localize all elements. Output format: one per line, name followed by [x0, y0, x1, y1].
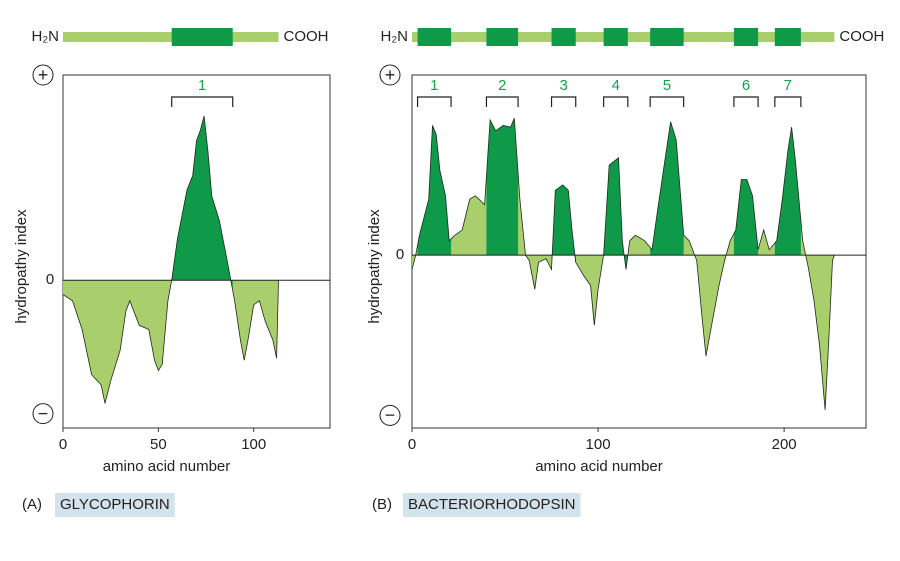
- y-axis-label: hydropathy index: [13, 209, 30, 324]
- protein-name: BACTERIORHODOPSIN: [408, 496, 576, 513]
- n-terminus: H₂N: [381, 28, 409, 45]
- segment-bracket: [550, 96, 577, 107]
- x-tick-label: 50: [150, 436, 167, 453]
- x-axis-label: amino acid number: [535, 458, 663, 475]
- x-tick-label: 200: [772, 436, 797, 453]
- x-tick-label: 100: [241, 436, 266, 453]
- protein-name: GLYCOPHORIN: [60, 496, 170, 513]
- x-axis-label: amino acid number: [103, 458, 231, 475]
- n-terminus: H₂N: [32, 28, 60, 45]
- y-tick-label: −: [385, 405, 396, 425]
- sign-circle: [379, 64, 401, 86]
- transmembrane-block: [551, 28, 576, 46]
- sign-circle: [32, 64, 54, 86]
- transmembrane-block: [486, 28, 519, 46]
- segment-label: 6: [742, 77, 750, 94]
- segment-label: 5: [663, 77, 671, 94]
- segment-bracket: [649, 96, 685, 107]
- panel-label: (B): [372, 496, 392, 513]
- segment-bracket: [774, 96, 802, 107]
- hydrophilic-area: [412, 118, 835, 410]
- c-terminus: COOH: [284, 28, 329, 45]
- transmembrane-block: [650, 28, 684, 46]
- transmembrane-block: [774, 28, 801, 46]
- transmembrane-block: [417, 28, 452, 46]
- hydrophilic-area: [63, 116, 279, 404]
- segment-label: 3: [559, 77, 567, 94]
- hydrophobic-area: [171, 116, 233, 291]
- protein-chain: [63, 32, 279, 42]
- segment-bracket: [485, 96, 519, 107]
- segment-label: 7: [784, 77, 792, 94]
- y-tick-label: −: [38, 403, 49, 423]
- x-tick-label: 0: [408, 436, 416, 453]
- x-tick-label: 0: [59, 436, 67, 453]
- y-axis-label: hydropathy index: [366, 209, 383, 324]
- sign-circle: [379, 404, 401, 426]
- x-tick-label: 100: [586, 436, 611, 453]
- segment-label: 4: [612, 77, 620, 94]
- segment-label: 1: [198, 77, 206, 94]
- profile-line: [62, 115, 279, 404]
- hydrophobic-area: [417, 118, 801, 410]
- transmembrane-block: [603, 28, 628, 46]
- plot-frame: [411, 74, 867, 429]
- segment-label: 2: [498, 77, 506, 94]
- plot-frame: [62, 74, 331, 429]
- c-terminus: COOH: [839, 28, 884, 45]
- transmembrane-block: [171, 28, 233, 46]
- name-highlight: [403, 493, 581, 517]
- y-tick-label: +: [385, 65, 396, 85]
- y-tick-label: +: [38, 65, 49, 85]
- name-highlight: [55, 493, 175, 517]
- segment-bracket: [171, 96, 234, 107]
- transmembrane-block: [733, 28, 759, 46]
- profile-line: [411, 118, 835, 411]
- y-tick-label: 0: [46, 271, 54, 288]
- panel-label: (A): [22, 496, 42, 513]
- segment-bracket: [733, 96, 759, 107]
- sign-circle: [32, 403, 54, 425]
- segment-bracket: [416, 96, 452, 107]
- segment-bracket: [603, 96, 629, 107]
- y-tick-label: 0: [396, 246, 404, 263]
- segment-label: 1: [430, 77, 438, 94]
